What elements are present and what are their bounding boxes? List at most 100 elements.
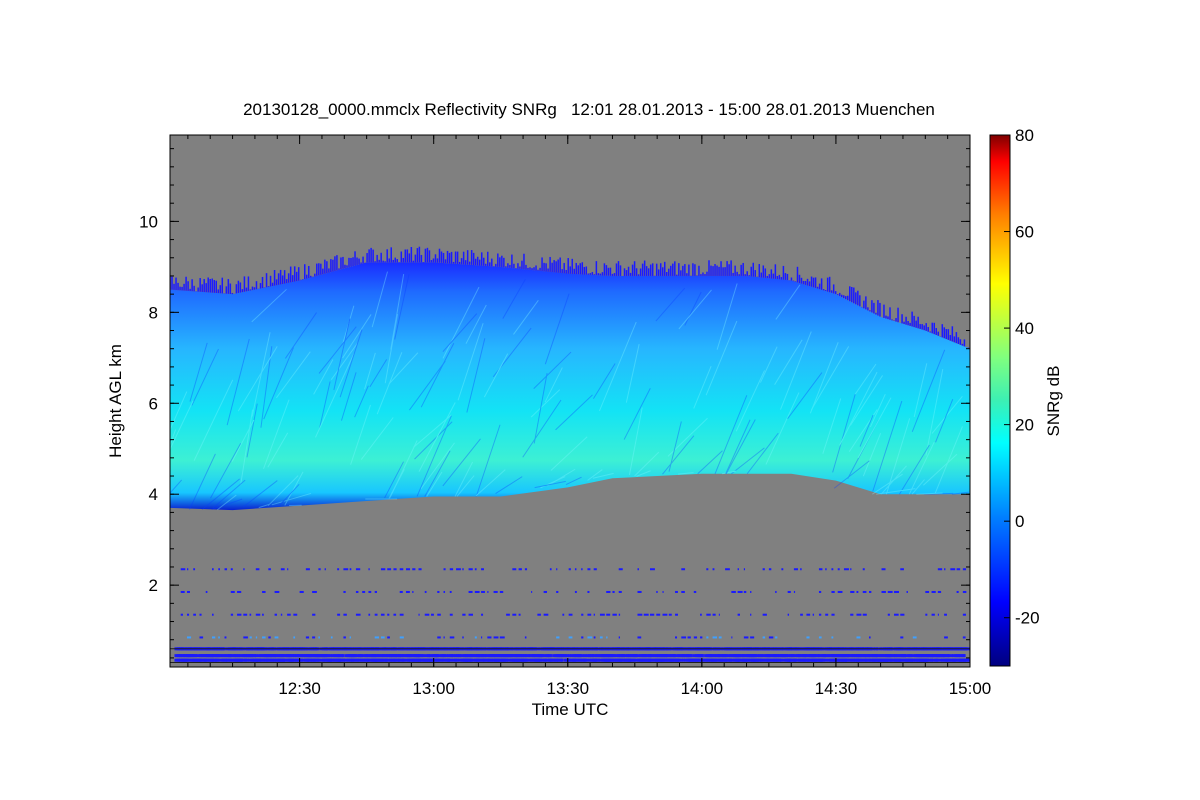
clutter-mark	[224, 568, 228, 571]
clutter-mark	[725, 568, 730, 571]
clutter-mark	[418, 658, 422, 662]
clutter-mark	[759, 654, 764, 658]
cloud-streak	[916, 492, 943, 495]
clutter-mark	[643, 613, 649, 616]
clutter-mark	[402, 658, 406, 662]
cloud-streak	[267, 475, 299, 507]
cloud-streak	[263, 399, 290, 469]
clutter-mark	[426, 658, 432, 662]
clutter-mark	[212, 658, 217, 662]
clutter-mark	[753, 654, 757, 658]
clutter-mark	[945, 654, 950, 658]
clutter-mark	[648, 654, 653, 658]
clutter-mark	[243, 613, 248, 616]
clutter-mark	[825, 613, 829, 616]
clutter-mark	[750, 613, 752, 616]
cloud-streak	[731, 447, 765, 475]
clutter-mark	[474, 568, 477, 571]
clutter-mark	[399, 568, 404, 571]
cloud-streak	[774, 339, 803, 385]
clutter-mark	[625, 654, 629, 658]
clutter-mark	[280, 568, 285, 571]
cloud-streak	[859, 414, 874, 447]
clutter-mark	[894, 613, 899, 616]
clutter-mark	[462, 568, 464, 571]
clutter-mark	[287, 568, 289, 571]
clutter-mark	[762, 568, 765, 571]
clutter-mark	[581, 568, 583, 571]
clutter-mark	[328, 658, 333, 662]
clutter-mark	[562, 613, 565, 616]
cloud-streak	[911, 349, 946, 433]
cloud-streak	[369, 359, 388, 388]
clutter-mark	[349, 568, 352, 571]
clutter-mark	[518, 613, 521, 616]
x-axis-label: Time UTC	[532, 700, 609, 719]
clutter-mark	[612, 590, 615, 593]
clutter-mark	[944, 636, 948, 639]
clutter-mark	[481, 590, 485, 593]
clutter-mark	[230, 568, 233, 571]
clutter-mark	[426, 654, 431, 658]
clutter-mark	[663, 654, 668, 658]
clutter-mark	[440, 658, 444, 662]
clutter-mark	[731, 636, 733, 639]
clutter-mark	[355, 568, 361, 571]
clutter-mark	[268, 636, 271, 639]
clutter-mark	[442, 654, 445, 658]
clutter-mark	[962, 568, 967, 571]
clutter-mark	[449, 613, 453, 616]
clutter-mark	[712, 636, 717, 639]
clutter-mark	[279, 654, 284, 658]
cloud-streak	[714, 395, 748, 474]
clutter-mark	[418, 568, 422, 571]
clutter-mark	[822, 658, 826, 662]
colorbar-tick-label: 20	[1015, 416, 1034, 435]
cloud-streak	[593, 363, 616, 399]
clutter-mark	[837, 590, 843, 593]
clutter-mark	[444, 654, 449, 658]
clutter-mark	[868, 636, 871, 639]
clutter-mark	[860, 658, 863, 662]
cloud-streak	[716, 283, 738, 350]
clutter-mark	[700, 636, 703, 639]
clutter-mark	[424, 590, 427, 593]
cloud-streak	[931, 395, 963, 434]
cloud-streak	[899, 444, 930, 495]
cloud-streak	[809, 342, 839, 414]
clutter-mark	[784, 654, 788, 658]
clutter-mark	[831, 568, 834, 571]
colorbar-tick-label: 40	[1015, 319, 1034, 338]
clutter-mark	[453, 658, 458, 662]
clutter-mark	[487, 658, 491, 662]
clutter-mark	[850, 568, 852, 571]
clutter-mark	[558, 658, 563, 662]
clutter-mark	[474, 590, 480, 593]
clutter-mark	[956, 568, 961, 571]
clutter-mark	[424, 613, 430, 616]
cloud-streak	[211, 498, 243, 510]
clutter-mark	[581, 658, 586, 662]
clutter-mark	[737, 613, 740, 616]
clutter-mark	[538, 658, 543, 662]
clutter-mark	[787, 590, 791, 593]
clutter-mark	[318, 568, 321, 571]
cloud-streak	[483, 353, 509, 398]
clutter-mark	[493, 590, 498, 593]
cloud-streak	[271, 492, 312, 506]
clutter-mark	[255, 568, 260, 571]
colorbar-tick-label: 60	[1015, 223, 1034, 242]
clutter-mark	[237, 654, 241, 658]
cloud-streak	[848, 409, 878, 452]
cloud-streak	[413, 414, 452, 448]
clutter-mark	[237, 613, 242, 616]
clutter-mark	[726, 654, 731, 658]
plot-frame	[169, 134, 971, 668]
clutter-mark	[766, 654, 770, 658]
colorbar	[989, 134, 1011, 667]
clutter-mark	[820, 658, 824, 662]
y-tick-label: 6	[149, 394, 158, 413]
clutter-mark	[464, 654, 469, 658]
clutter-mark	[641, 654, 644, 658]
clutter-mark	[950, 568, 956, 571]
